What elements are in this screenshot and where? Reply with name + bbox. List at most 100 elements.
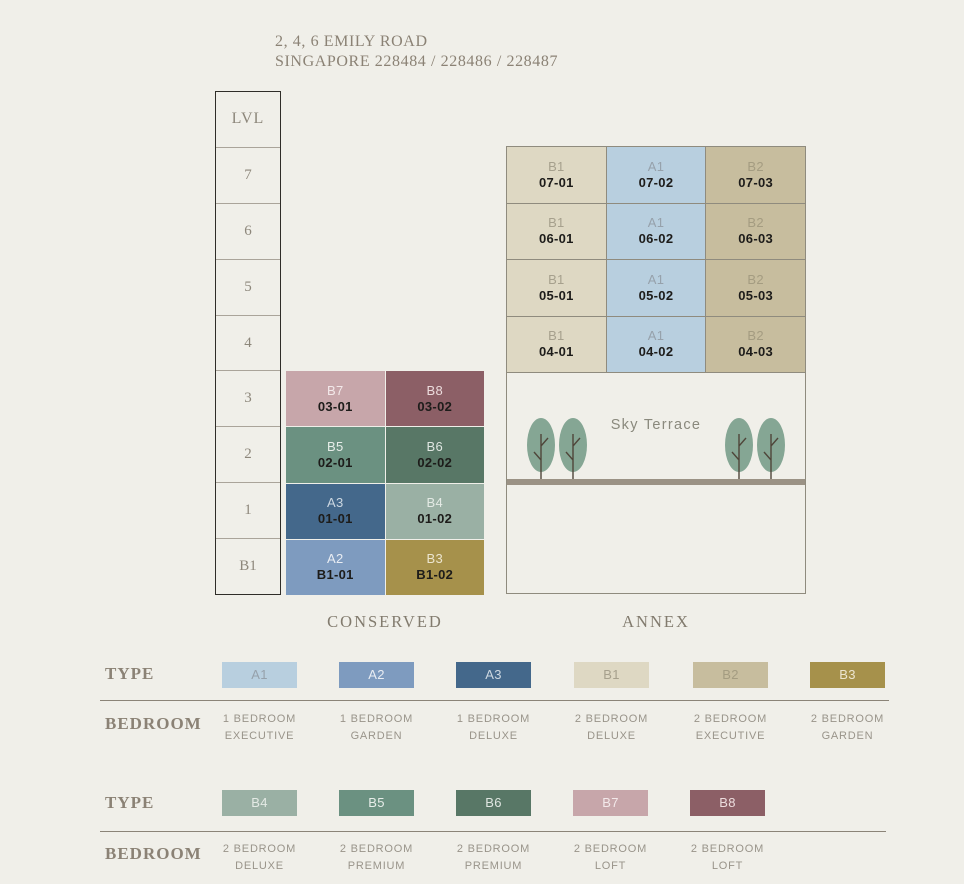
level-cell-2: 2: [216, 426, 280, 482]
bedroom-desc-B8: 2 BEDROOM LOFT: [663, 841, 793, 875]
level-cell-6: 6: [216, 202, 280, 259]
legend-swatch-B4: B4: [222, 790, 297, 816]
bedroom-desc-line2: GARDEN: [821, 730, 874, 742]
page-address: SINGAPORE 228484 / 228486 / 228487: [275, 53, 559, 70]
legend-swatch-B3: B3: [810, 662, 885, 688]
type-label-row2: TYPE: [105, 793, 155, 812]
bedroom-desc-line1: 1 BEDROOM: [222, 713, 297, 725]
unit-cell-07-03: B2 07-03: [706, 147, 805, 203]
legend-swatch-B1: B1: [574, 662, 649, 688]
unit-number: 06-01: [538, 231, 574, 247]
unit-number: 01-01: [317, 511, 353, 527]
bedroom-desc-line1: 2 BEDROOM: [574, 713, 649, 725]
unit-cell-03-02: B8 03-02: [385, 371, 484, 427]
legend-swatch-B5: B5: [339, 790, 414, 816]
unit-number: 05-01: [538, 287, 574, 303]
unit-type-label: B6: [426, 438, 443, 454]
unit-type-label: B2: [747, 158, 764, 174]
legend-divider-row1: [100, 700, 889, 701]
unit-type-label: A1: [647, 215, 665, 231]
unit-type-label: A3: [326, 495, 344, 511]
unit-number: 05-03: [738, 287, 774, 303]
unit-number: B1-02: [416, 567, 454, 583]
unit-cell-05-01: B1 05-01: [507, 260, 606, 316]
unit-number: 05-02: [638, 287, 674, 303]
legend-swatch-A1: A1: [222, 662, 297, 688]
sky-terrace-label: Sky Terrace: [610, 417, 702, 433]
bedroom-desc-line2: DELUXE: [587, 730, 636, 742]
level-cell-7: 7: [216, 146, 280, 203]
bedroom-desc-line1: 2 BEDROOM: [222, 843, 297, 855]
unit-type-label: B2: [747, 215, 764, 231]
unit-number: 04-02: [638, 344, 674, 360]
unit-number: 03-02: [417, 398, 453, 414]
legend-swatch-A3: A3: [456, 662, 531, 688]
bedroom-desc-line2: LOFT: [594, 860, 627, 872]
level-cell-1: 1: [216, 482, 280, 538]
bedroom-desc-line2: GARDEN: [350, 730, 403, 742]
unit-cell-07-02: A1 07-02: [606, 147, 706, 203]
unit-number: B1-01: [316, 567, 354, 583]
unit-cell-B1-01: A2 B1-01: [286, 539, 385, 595]
bedroom-desc-line1: 2 BEDROOM: [810, 713, 885, 725]
legend-swatch-B7: B7: [573, 790, 648, 816]
unit-type-label: B5: [326, 438, 344, 454]
bedroom-desc-line2: DELUXE: [235, 860, 284, 872]
bedroom-desc-A1: 1 BEDROOM EXECUTIVE: [195, 711, 325, 745]
legend-row2-swatches: B4 B5 B6 B7 B8: [0, 790, 964, 816]
unit-type-label: B1: [548, 215, 565, 231]
bedroom-desc-line1: 2 BEDROOM: [339, 843, 414, 855]
unit-number: 07-03: [738, 174, 774, 190]
unit-cell-01-02: B4 01-02: [385, 483, 484, 539]
unit-type-label: A2: [326, 551, 344, 567]
level-cell-4: 4: [216, 314, 280, 371]
legend-swatch-B8: B8: [690, 790, 765, 816]
bedroom-desc-line1: 1 BEDROOM: [339, 713, 414, 725]
unit-cell-07-01: B1 07-01: [507, 147, 606, 203]
unit-cell-04-03: B2 04-03: [706, 316, 805, 372]
unit-number: 06-03: [738, 231, 774, 247]
bedroom-desc-line2: EXECUTIVE: [695, 730, 766, 742]
unit-number: 03-01: [317, 398, 353, 414]
annex-section-label: ANNEX: [622, 612, 690, 631]
legend-swatch-A2: A2: [339, 662, 414, 688]
unit-cell-05-02: A1 05-02: [606, 260, 706, 316]
bedroom-label-row2: BEDROOM: [105, 844, 202, 863]
page-title: 2, 4, 6 EMILY ROAD: [275, 33, 428, 50]
tree-icon: [559, 418, 587, 480]
tree-icon: [757, 418, 785, 480]
unit-cell-04-01: B1 04-01: [507, 316, 606, 372]
legend-swatch-B6: B6: [456, 790, 531, 816]
unit-type-label: B1: [548, 271, 565, 287]
sky-terrace: Sky Terrace: [507, 373, 805, 593]
conserved-section-label: CONSERVED: [327, 612, 443, 631]
annex-unit-grid: B1 07-01 A1 07-02 B2 07-03 B1 06-01 A1 06-02 B2 06-…: [507, 147, 805, 373]
bedroom-desc-line1: 1 BEDROOM: [456, 713, 531, 725]
bedroom-desc-B4: 2 BEDROOM DELUXE: [195, 841, 325, 875]
unit-number: 02-02: [417, 454, 453, 470]
legend-row1-swatches: A1 A2 A3 B1 B2 B3: [0, 662, 964, 688]
bedroom-desc-line1: 2 BEDROOM: [456, 843, 531, 855]
bedroom-desc-A3: 1 BEDROOM DELUXE: [429, 711, 559, 745]
bedroom-desc-line2: DELUXE: [469, 730, 518, 742]
tree-icon: [725, 418, 753, 480]
unit-type-label: B4: [426, 495, 443, 511]
type-label-row1: TYPE: [105, 664, 155, 683]
bedroom-desc-B1: 2 BEDROOM DELUXE: [547, 711, 677, 745]
bedroom-desc-line2: EXECUTIVE: [224, 730, 295, 742]
level-cell-5: 5: [216, 258, 280, 315]
level-column: LVL 7 6 5 4 3 2 1 B1: [215, 91, 281, 595]
conserved-stack: B7 03-01 B8 03-02 B5 02-01 B6 02-02 A3 01-01 B4 01-…: [286, 371, 484, 595]
terrace-ledge: [507, 479, 805, 485]
unit-number: 07-01: [538, 174, 574, 190]
unit-type-label: B2: [747, 328, 764, 344]
bedroom-desc-line1: 2 BEDROOM: [693, 713, 768, 725]
bedroom-desc-line2: PREMIUM: [464, 860, 523, 872]
bedroom-desc-line2: LOFT: [711, 860, 744, 872]
unit-cell-06-03: B2 06-03: [706, 203, 805, 259]
bedroom-desc-B6: 2 BEDROOM PREMIUM: [429, 841, 559, 875]
unit-cell-03-01: B7 03-01: [286, 371, 385, 427]
unit-type-label: A1: [647, 271, 665, 287]
unit-number: 04-03: [738, 344, 774, 360]
